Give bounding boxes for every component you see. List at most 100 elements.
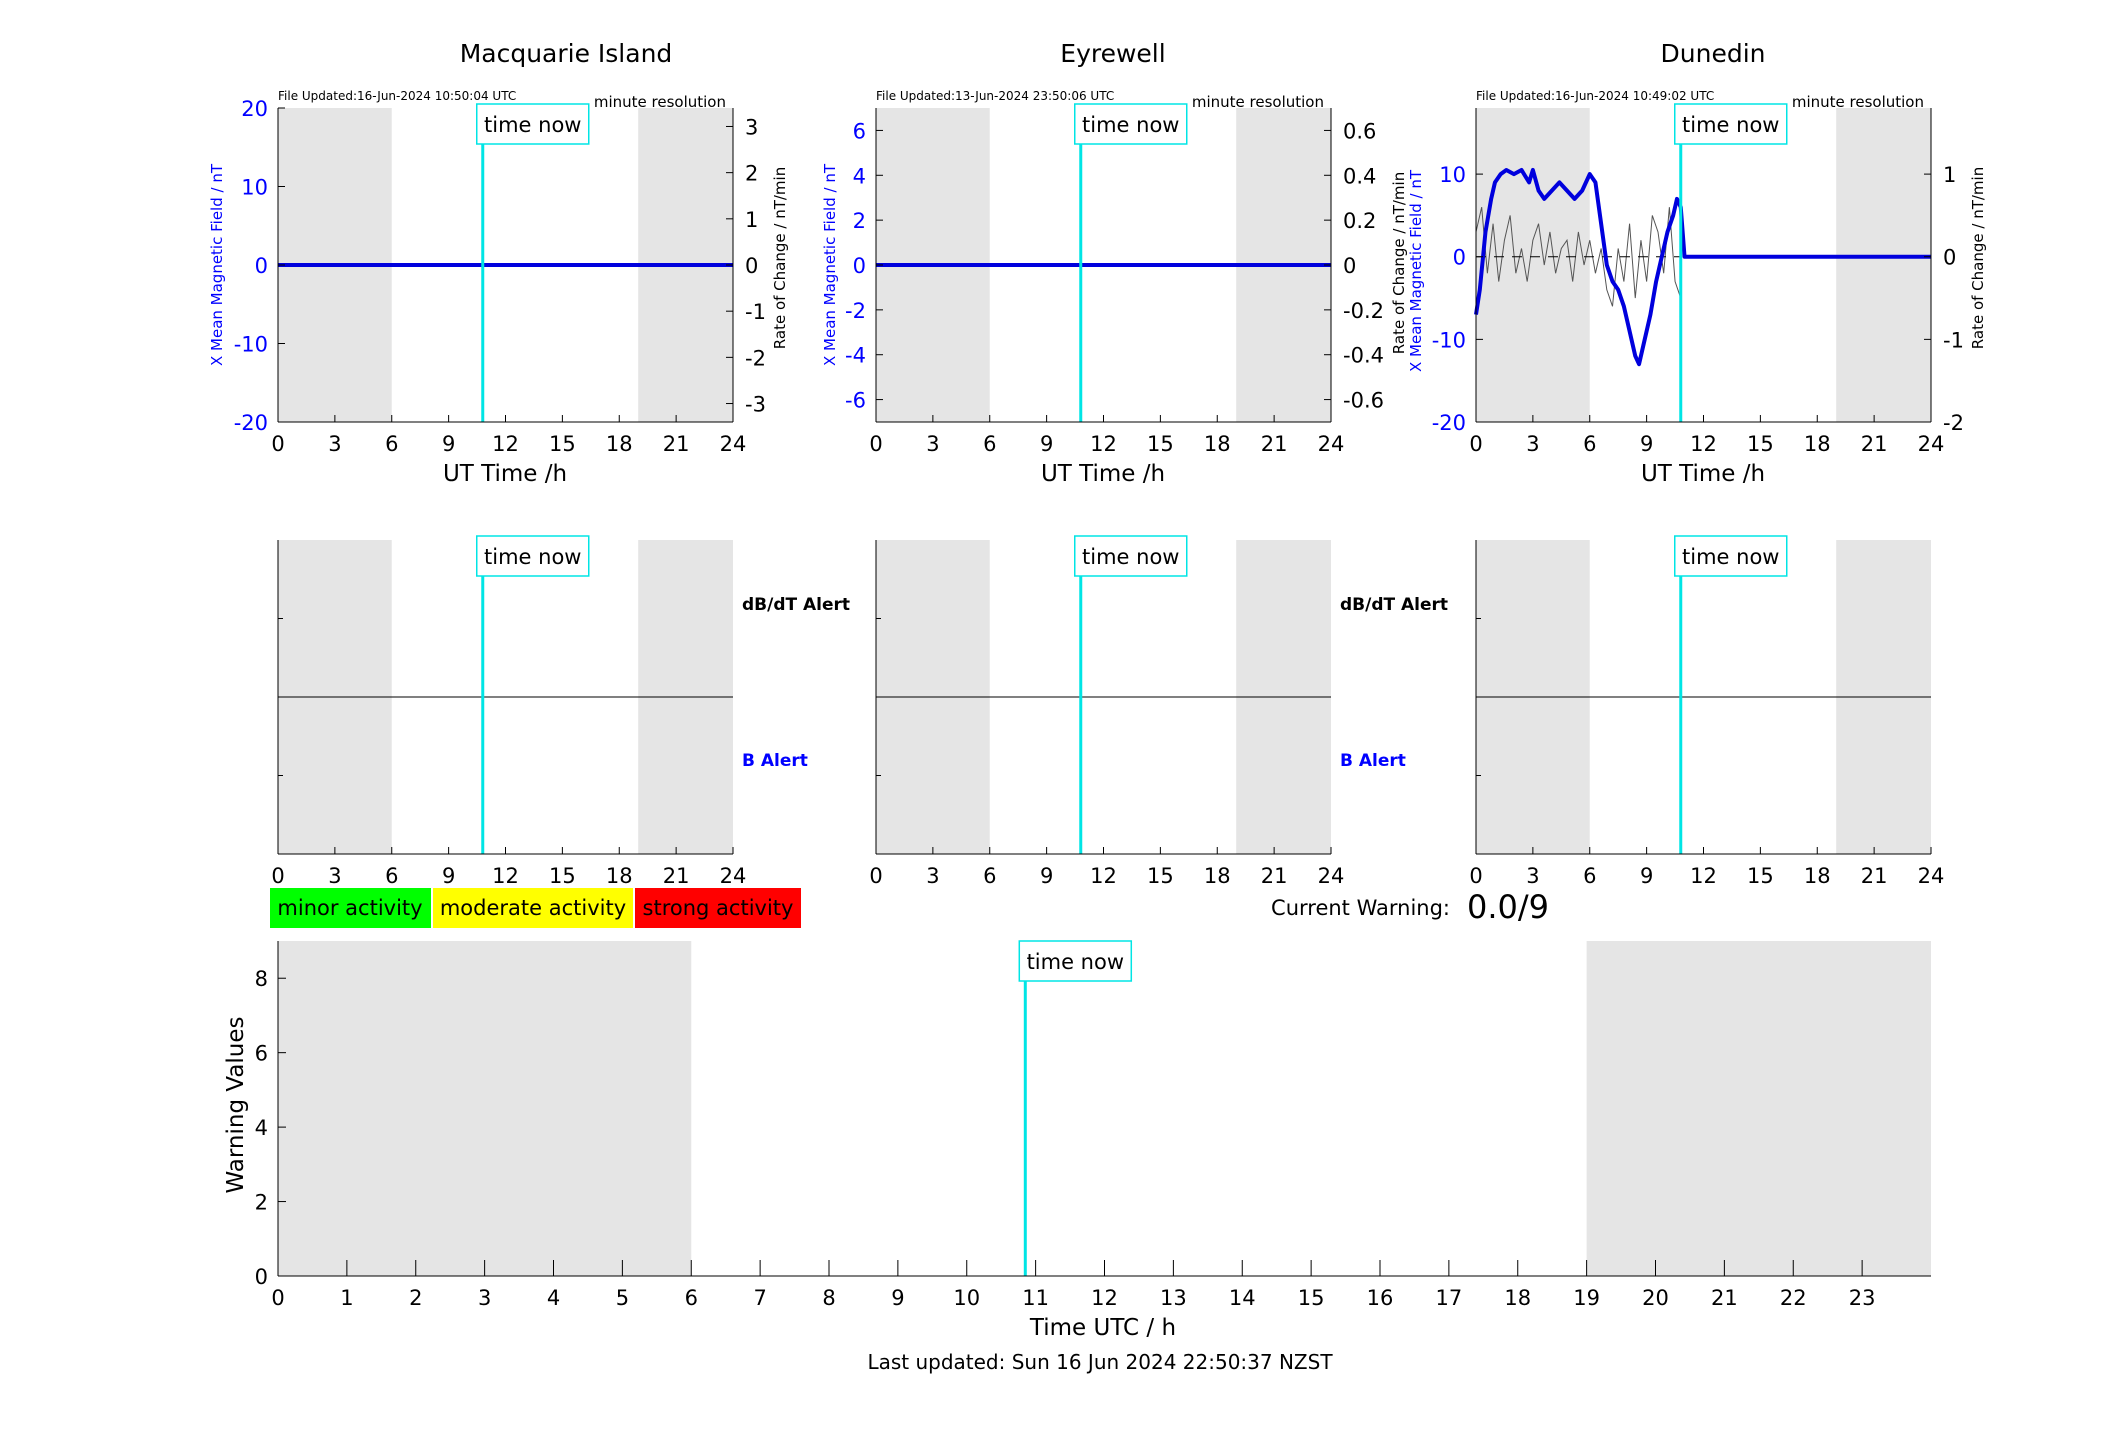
warning-chart-xtick-label: 2 (409, 1286, 422, 1310)
legend-strong-label: strong activity (643, 896, 794, 920)
alert-panel-2-time-now-label: time now (1682, 545, 1779, 569)
warning-chart-xtick-label: 3 (478, 1286, 491, 1310)
top-panel-2-xtick-label: 24 (1918, 432, 1945, 456)
top-panel-0-time-now-box (476, 103, 590, 145)
resolution-dunedin: minute resolution (1792, 93, 1924, 111)
b-alert-label-eyrewell: B Alert (1340, 751, 1406, 771)
warning-chart-ytick-label: 0 (255, 1265, 268, 1289)
file-updated-macquarie: File Updated:16-Jun-2024 10:50:04 UTC (278, 89, 516, 103)
warning-chart-xtick-label: 11 (1022, 1286, 1049, 1310)
alert-panel-2-xtick-label: 12 (1690, 864, 1717, 888)
warning-chart-xtick-label: 22 (1780, 1286, 1807, 1310)
warning-chart-time-now-box (1018, 940, 1133, 982)
alert-panel-1-time-now-label: time now (1082, 545, 1179, 569)
warning-chart-xtick-label: 12 (1091, 1286, 1118, 1310)
resolution-macquarie: minute resolution (594, 93, 726, 111)
alert-panel-1-xtick-label: 21 (1261, 864, 1288, 888)
top-panel-0-xtick-label: 0 (271, 432, 284, 456)
top-panel-0-ytick-right-label: 1 (745, 208, 758, 232)
top-panel-0-xtick-label: 18 (606, 432, 633, 456)
top-panel-2-ytick-right-label: 1 (1943, 163, 1956, 187)
alert-panel-1-xtick-label: 3 (926, 864, 939, 888)
top-panel-2-xtick-label: 3 (1526, 432, 1539, 456)
top-panel-1-time-now-box (1074, 103, 1188, 145)
top-panel-2-rate-series (1475, 207, 1682, 307)
legend-strong-activity: strong activity (635, 888, 801, 928)
panel-title-dunedin: Dunedin (1661, 39, 1766, 68)
alert-panel-0-xtick-label: 0 (271, 864, 284, 888)
top-panel-1-ytick-left-label: -6 (845, 389, 866, 413)
top-panel-2-ytick-right-label: -2 (1943, 411, 1964, 435)
top-panel-1-xtick-label: 18 (1204, 432, 1231, 456)
warning-chart-xtick-label: 15 (1298, 1286, 1325, 1310)
alert-panel-2-xtick-label: 18 (1804, 864, 1831, 888)
warning-chart-xtick-label: 20 (1642, 1286, 1669, 1310)
warning-chart-xtick-label: 17 (1436, 1286, 1463, 1310)
top-panel-0-ytick-right-label: -3 (745, 393, 766, 417)
top-panel-0-ytick-left-label: -10 (234, 333, 268, 357)
top-panel-1-xtick-label: 15 (1147, 432, 1174, 456)
top-panel-2-time-now-label: time now (1682, 113, 1779, 137)
warning-chart-night-shade-0 (278, 941, 692, 1276)
warning-chart-xtick-label: 8 (822, 1286, 835, 1310)
top-panel-1-ytick-left-label: 4 (853, 164, 866, 188)
alert-panel-0-xtick-label: 18 (606, 864, 633, 888)
ylabel-left2-dunedin: Rate of Change / nT/min (1390, 172, 1408, 354)
top-panel-1-ytick-right-label: 0.4 (1343, 164, 1376, 188)
top-panel-0-xtick-label: 3 (328, 432, 341, 456)
legend-moderate-label: moderate activity (440, 896, 626, 920)
top-panel-2-xtick-label: 0 (1469, 432, 1482, 456)
top-panel-0-ytick-left-label: 20 (241, 97, 268, 121)
alert-panel-1-xtick-label: 9 (1040, 864, 1053, 888)
ylabel-left-eyrewell: X Mean Magnetic Field / nT (821, 163, 839, 366)
top-panel-0-xtick-label: 6 (385, 432, 398, 456)
top-panel-2-night-shade-1 (1836, 108, 1931, 422)
top-panel-1-ytick-right-label: -0.2 (1343, 299, 1384, 323)
warning-chart-ytick-label: 4 (255, 1116, 268, 1140)
alert-panel-2-xtick-label: 15 (1747, 864, 1774, 888)
top-panel-2-ytick-left-label: 0 (1453, 246, 1466, 270)
warning-chart-xtick-label: 10 (953, 1286, 980, 1310)
alert-panel-2-xtick-label: 9 (1640, 864, 1653, 888)
top-panel-2-ytick-left-label: 10 (1439, 163, 1466, 187)
alert-panel-1-time-now-box (1074, 535, 1188, 577)
top-panel-1-ytick-right-label: 0.6 (1343, 119, 1376, 143)
b-alert-label-macquarie: B Alert (742, 751, 808, 771)
top-panel-0-ytick-right-label: -2 (745, 346, 766, 370)
alert-panel-1-xtick-label: 15 (1147, 864, 1174, 888)
ylabel-left-dunedin: X Mean Magnetic Field / nT (1407, 169, 1425, 372)
warning-chart-ytick-label: 8 (255, 967, 268, 991)
top-panel-1-xtick-label: 24 (1318, 432, 1345, 456)
top-panel-0-xtick-label: 24 (720, 432, 747, 456)
xlabel-eyrewell: UT Time /h (1041, 461, 1165, 487)
warning-chart-time-now-label: time now (1027, 950, 1124, 974)
file-updated-eyrewell: File Updated:13-Jun-2024 23:50:06 UTC (876, 89, 1114, 103)
warning-chart-xtick-label: 13 (1160, 1286, 1187, 1310)
top-panel-0-ytick-right-label: 2 (745, 162, 758, 186)
alert-panel-2-time-now-box (1674, 535, 1788, 577)
xlabel-dunedin: UT Time /h (1641, 461, 1765, 487)
top-panel-0-ytick-left-label: 10 (241, 176, 268, 200)
top-panel-0-xtick-label: 12 (492, 432, 519, 456)
top-panel-2-xtick-label: 9 (1640, 432, 1653, 456)
top-panel-2-ytick-left-label: -20 (1432, 411, 1466, 435)
alert-panel-1-xtick-label: 6 (983, 864, 996, 888)
ylabel-right-dunedin: Rate of Change / nT/min (1969, 167, 1987, 349)
panel-title-eyrewell: Eyrewell (1060, 39, 1165, 68)
top-panel-1-xtick-label: 3 (926, 432, 939, 456)
warning-chart-night-shade-1 (1586, 941, 1931, 1276)
legend-minor-activity: minor activity (270, 888, 431, 928)
top-panel-0-ytick-right-label: 3 (745, 115, 758, 139)
top-panel-1-ytick-right-label: 0 (1343, 254, 1356, 278)
top-panel-0-ytick-left-label: -20 (234, 411, 268, 435)
alert-panel-0-xtick-label: 21 (663, 864, 690, 888)
warning-chart-xtick-label: 9 (891, 1286, 904, 1310)
file-updated-dunedin: File Updated:16-Jun-2024 10:49:02 UTC (1476, 89, 1714, 103)
warning-chart-xtick-label: 5 (616, 1286, 629, 1310)
warning-chart-xtick-label: 14 (1229, 1286, 1256, 1310)
top-panel-2-xtick-label: 18 (1804, 432, 1831, 456)
alert-panel-1-xtick-label: 0 (869, 864, 882, 888)
warning-chart-xtick-label: 0 (271, 1286, 284, 1310)
top-panel-1-ytick-right-label: 0.2 (1343, 209, 1376, 233)
warning-chart-xtick-label: 4 (547, 1286, 560, 1310)
